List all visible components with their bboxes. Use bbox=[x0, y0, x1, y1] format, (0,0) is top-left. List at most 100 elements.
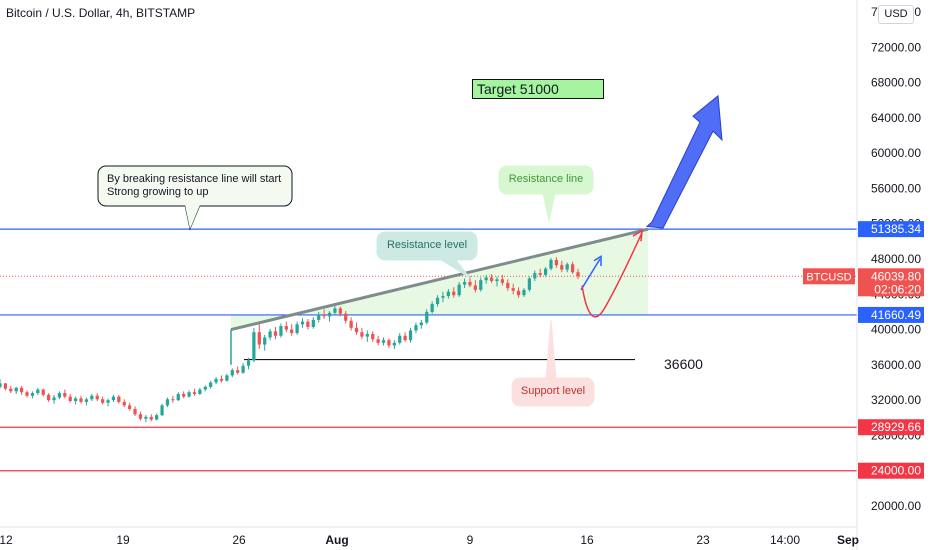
candle-body bbox=[19, 387, 24, 393]
support-level-note-tail-cover bbox=[546, 320, 556, 379]
candle-body bbox=[387, 340, 391, 346]
price-level-badge-bg bbox=[858, 306, 924, 323]
candle-body bbox=[9, 388, 13, 392]
x-tick-label: 19 bbox=[116, 533, 130, 547]
candle-body bbox=[398, 335, 402, 343]
y-tick-label: 60000.00 bbox=[871, 146, 921, 160]
candle-body bbox=[506, 282, 510, 289]
price-badges-layer: 51385.34 41660.49 28929.66 24000.00 46039.80… bbox=[803, 221, 924, 479]
y-tick-label: 20000.00 bbox=[871, 499, 921, 513]
candle-body bbox=[516, 290, 521, 296]
candle-body bbox=[365, 333, 369, 337]
candle-body bbox=[41, 389, 45, 395]
candle-body bbox=[90, 395, 94, 400]
candle-body bbox=[522, 289, 526, 296]
countdown-timer: 02:06:20 bbox=[874, 282, 921, 296]
candle-body bbox=[533, 273, 537, 279]
candle-body bbox=[311, 319, 315, 327]
candle-body bbox=[484, 277, 488, 281]
candle-body bbox=[279, 326, 283, 336]
x-tick-label: Aug bbox=[325, 533, 348, 547]
y-tick-label: 32000.00 bbox=[871, 393, 921, 407]
resistance-line-note-text: Resistance line bbox=[509, 173, 584, 185]
drawings-layer: By breaking resistance line will startSt… bbox=[97, 94, 723, 407]
candle-body bbox=[122, 401, 126, 406]
candle-body bbox=[230, 370, 234, 376]
candle-body bbox=[489, 277, 494, 282]
candle-body bbox=[360, 332, 364, 337]
y-tick-label: 36000.00 bbox=[871, 358, 921, 372]
candle-body bbox=[371, 333, 375, 340]
candle-body bbox=[203, 386, 207, 390]
candle-body bbox=[527, 278, 532, 290]
candle-body bbox=[3, 383, 8, 389]
candle-body bbox=[106, 400, 110, 403]
x-tick-label: 14:00 bbox=[770, 533, 800, 547]
candle-body bbox=[560, 265, 564, 270]
price-level-badge: 24000.00 bbox=[871, 464, 921, 478]
candle-body bbox=[290, 329, 294, 334]
price-level-badge: 28929.66 bbox=[871, 420, 921, 434]
y-tick-label: 40000.00 bbox=[871, 323, 921, 337]
candle-body bbox=[570, 264, 575, 273]
candle-body bbox=[538, 273, 542, 275]
candle-body bbox=[74, 398, 78, 402]
x-tick-label: 23 bbox=[696, 533, 710, 547]
breakout-note: By breaking resistance line will startSt… bbox=[97, 165, 293, 231]
resistance-level-note: Resistance level bbox=[376, 231, 478, 279]
currency-button[interactable]: USD bbox=[878, 5, 914, 24]
candle-body bbox=[468, 281, 472, 286]
candle-body bbox=[30, 393, 35, 396]
candle-body bbox=[495, 279, 499, 282]
breakout-note-text: Strong growing to up bbox=[107, 186, 209, 198]
breakout-note-tail-cover bbox=[185, 205, 200, 229]
candle-body bbox=[36, 389, 40, 394]
projection-curve-head bbox=[632, 229, 643, 242]
candle-body bbox=[414, 325, 418, 331]
candle-body bbox=[549, 259, 553, 269]
breakout-projection-arrow bbox=[645, 94, 723, 229]
candle-body bbox=[52, 397, 56, 401]
projection-curve bbox=[581, 232, 643, 318]
candle-body bbox=[295, 324, 299, 334]
candle-body bbox=[392, 342, 396, 346]
resistance-level-note-tail-cover bbox=[440, 259, 470, 278]
resistance-trendline bbox=[230, 227, 649, 332]
resistance-level-note-text: Resistance level bbox=[387, 239, 467, 251]
candle-body bbox=[419, 322, 423, 326]
candle-body bbox=[165, 399, 170, 406]
candle-body bbox=[68, 396, 72, 402]
candle-body bbox=[338, 308, 342, 314]
y-tick-label: 64000.00 bbox=[871, 111, 921, 125]
candle-body bbox=[257, 332, 261, 345]
candle-body bbox=[182, 393, 186, 397]
candle-body bbox=[462, 281, 467, 285]
candle-body bbox=[214, 378, 218, 383]
candle-body bbox=[84, 399, 89, 402]
candle-body bbox=[565, 264, 569, 270]
candle-body bbox=[543, 268, 548, 275]
candle-body bbox=[381, 340, 386, 343]
candle-body bbox=[117, 396, 121, 402]
x-tick-label: 9 bbox=[467, 533, 474, 547]
symbol-badge-bg bbox=[803, 268, 855, 285]
candle-body bbox=[187, 392, 191, 397]
candle-body bbox=[327, 312, 332, 317]
candle-body bbox=[198, 389, 202, 394]
x-tick-label: 16 bbox=[580, 533, 594, 547]
y-tick-label: 72000.00 bbox=[871, 40, 921, 54]
candle-body bbox=[25, 392, 29, 396]
resistance-level-note-box bbox=[376, 231, 478, 261]
candle-body bbox=[333, 308, 337, 313]
candle-body bbox=[452, 291, 456, 296]
candle-body bbox=[63, 393, 67, 397]
candle-body bbox=[225, 375, 229, 381]
candle-body bbox=[252, 332, 256, 361]
candle-body bbox=[57, 393, 62, 398]
candle-body bbox=[511, 288, 515, 291]
candle-body bbox=[408, 330, 413, 341]
price-level-badge-bg bbox=[858, 221, 924, 238]
target-label[interactable]: Target 51000 bbox=[472, 79, 604, 99]
candle-body bbox=[500, 279, 504, 283]
